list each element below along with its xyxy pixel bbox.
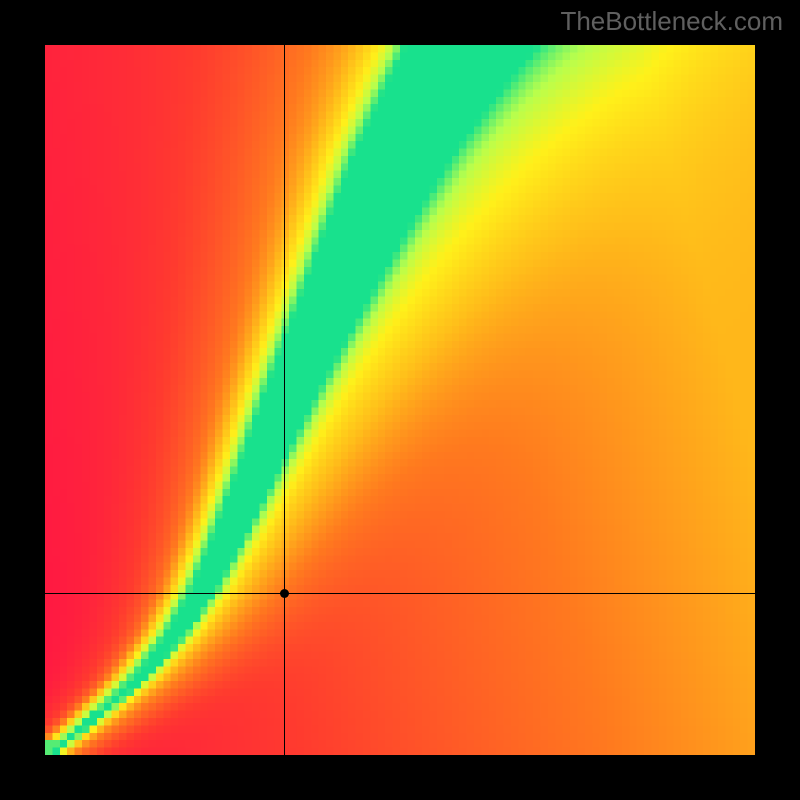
- crosshair-vertical-line: [284, 45, 285, 755]
- crosshair-horizontal-line: [45, 593, 755, 594]
- watermark-text: TheBottleneck.com: [560, 6, 783, 37]
- bottleneck-heatmap: [45, 45, 755, 755]
- crosshair-point: [280, 589, 289, 598]
